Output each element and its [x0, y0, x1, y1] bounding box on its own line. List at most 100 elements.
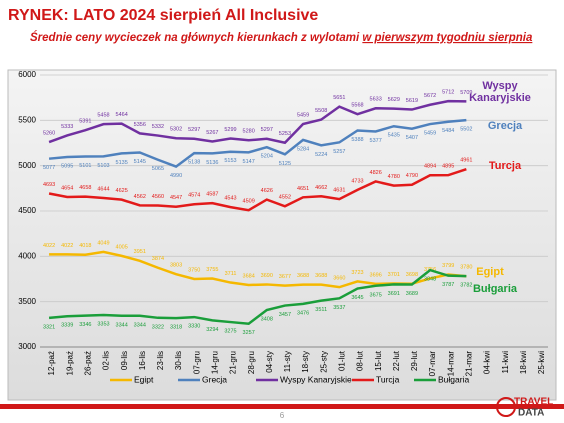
data-label: 5101 [79, 163, 91, 169]
y-tick-label: 3000 [18, 342, 36, 351]
data-label: 3799 [442, 263, 454, 269]
x-tick-label: 30-lis [174, 351, 183, 370]
data-label: 3848 [424, 277, 436, 283]
x-tick-label: 18-sty [301, 351, 310, 373]
data-label: 5377 [370, 138, 382, 144]
x-tick-label: 09-lis [120, 351, 129, 370]
data-label: 3691 [388, 291, 400, 297]
x-tick-label: 18-kwi [519, 351, 528, 374]
data-label: 5407 [406, 135, 418, 141]
x-tick-label: 07-mar [428, 351, 437, 377]
x-tick-label: 15-lut [374, 350, 383, 371]
data-label: 4587 [206, 192, 218, 198]
data-label: 5297 [188, 127, 200, 133]
data-label: 4560 [152, 194, 164, 200]
data-label: 3344 [134, 322, 146, 328]
data-label: 4733 [351, 178, 363, 184]
data-label: 3723 [351, 270, 363, 276]
data-label: 5459 [424, 131, 436, 137]
data-label: 5458 [97, 113, 109, 119]
data-label: 4654 [61, 185, 73, 191]
data-label: 5136 [206, 160, 218, 166]
data-label: 5224 [315, 152, 327, 158]
subtitle: Średnie ceny wycieczek na głównych kieru… [30, 31, 533, 44]
data-label: 4547 [170, 195, 182, 201]
data-label: 5138 [188, 160, 200, 166]
x-tick-label: 11-kwi [501, 351, 510, 374]
data-label: 3537 [333, 305, 345, 311]
x-tick-label: 02-lis [102, 351, 111, 370]
data-label: 3408 [261, 316, 273, 322]
data-label: 4552 [279, 195, 291, 201]
data-label: 3346 [79, 322, 91, 328]
subtitle-underlined: w pierwszym tygodniu sierpnia [362, 32, 533, 44]
data-label: 5391 [79, 119, 91, 125]
x-tick-label: 04-sty [265, 351, 274, 373]
data-label: 5459 [297, 113, 309, 119]
data-label: 3701 [388, 272, 400, 278]
page-number: 6 [280, 411, 285, 420]
data-label: 5672 [424, 93, 436, 99]
x-tick-label: 25-sty [319, 351, 328, 373]
data-label: 5651 [333, 95, 345, 101]
data-label: 4790 [406, 173, 418, 179]
data-label: 5709 [460, 90, 472, 96]
data-label: 3787 [442, 282, 454, 288]
data-label: 3684 [243, 273, 255, 279]
data-label: 5297 [261, 127, 273, 133]
x-tick-label: 16-lis [138, 351, 147, 370]
y-tick-label: 4000 [18, 251, 36, 260]
legend-label: Wyspy Kanaryjskie [280, 374, 352, 384]
data-label: 3511 [315, 307, 327, 313]
data-label: 4543 [224, 196, 236, 202]
data-label: 3457 [279, 312, 291, 318]
x-tick-label: 19-paź [65, 351, 74, 375]
legend-label: Turcja [376, 374, 400, 384]
y-tick-label: 4500 [18, 206, 36, 215]
x-tick-label: 21-gru [229, 351, 238, 374]
data-label: 3750 [188, 267, 200, 273]
data-label: 5260 [43, 131, 55, 137]
data-label: 4574 [188, 193, 200, 199]
data-label: 5388 [351, 137, 363, 143]
data-label: 4562 [134, 194, 146, 200]
logo-bottom: DATA [518, 408, 544, 419]
x-tick-label: 08-lut [356, 350, 365, 371]
data-label: 5333 [61, 124, 73, 130]
data-label: 5508 [315, 108, 327, 114]
data-label: 5568 [351, 103, 363, 109]
logo-top: TRAVEL [514, 397, 553, 408]
data-label: 3688 [297, 273, 309, 279]
x-tick-label: 11-sty [283, 351, 292, 372]
data-label: 5204 [261, 154, 273, 160]
series-side-label: Turcja [488, 160, 522, 172]
x-tick-label: 14-gru [210, 351, 219, 374]
data-label: 5299 [224, 127, 236, 133]
data-label: 4509 [243, 199, 255, 205]
x-tick-label: 26-paź [83, 351, 92, 375]
data-label: 5103 [97, 163, 109, 169]
data-label: 5095 [61, 164, 73, 170]
data-label: 3689 [406, 291, 418, 297]
data-label: 3780 [460, 265, 472, 271]
data-label: 5464 [116, 112, 128, 118]
series-side-label: Grecja [487, 120, 523, 132]
data-label: 3696 [370, 272, 382, 278]
x-tick-label: 12-paź [47, 351, 56, 375]
data-label: 5153 [224, 158, 236, 164]
data-label: 4644 [97, 186, 109, 192]
data-label: 3660 [333, 276, 345, 282]
data-label: 5077 [43, 165, 55, 171]
data-label: 5253 [279, 131, 291, 137]
legend-label: Bułgaria [438, 374, 469, 384]
data-label: 3874 [152, 256, 164, 262]
data-label: 4895 [442, 164, 454, 170]
data-label: 5125 [279, 161, 291, 167]
data-label: 5633 [370, 97, 382, 103]
data-label: 3321 [43, 324, 55, 330]
legend-label: Egipt [134, 374, 154, 384]
x-tick-label: 21-mar [464, 351, 473, 377]
data-label: 3645 [351, 295, 363, 301]
